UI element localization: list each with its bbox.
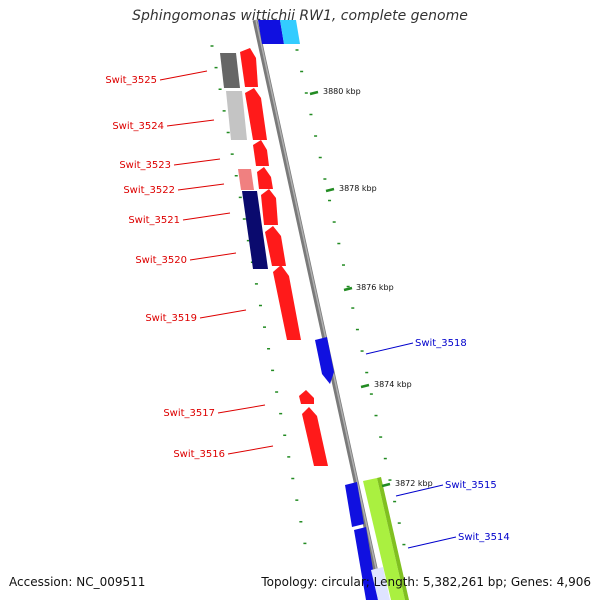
- scale-label-3878: 3878 kbp: [339, 184, 377, 193]
- left-leader-lines: [159, 70, 274, 455]
- scale-label-3880: 3880 kbp: [323, 87, 361, 96]
- gene-arrow-swit-3519[interactable]: [273, 265, 301, 340]
- gene-block-pale-blue: [371, 567, 390, 600]
- gene-arrow-swit-3522[interactable]: [257, 167, 273, 189]
- gene-top-cyan-block: [280, 20, 300, 44]
- gene-label-swit-3514[interactable]: Swit_3514: [458, 532, 510, 543]
- gene-arrow-swit-3524[interactable]: [245, 88, 267, 140]
- gene-top-blue-block: [258, 20, 284, 44]
- gene-label-swit-3521[interactable]: Swit_3521: [128, 215, 180, 226]
- gene-block-navy: [242, 191, 268, 269]
- gene-label-swit-3515[interactable]: Swit_3515: [445, 480, 497, 491]
- gene-arrow-swit-3518[interactable]: [315, 337, 334, 384]
- gene-label-swit-3522[interactable]: Swit_3522: [123, 185, 175, 196]
- gene-block-light-grey: [226, 91, 247, 140]
- genome-backbone: [252, 19, 385, 600]
- gene-block-dark-grey: [220, 53, 240, 88]
- gene-block-lime: [363, 478, 405, 600]
- scale-dotted-track: [295, 49, 406, 546]
- map-title: Sphingomonas wittichii RW1, complete gen…: [132, 8, 468, 24]
- accession-text: Accession: NC_009511: [9, 575, 146, 589]
- gene-arrow-swit-3521[interactable]: [261, 189, 278, 225]
- gene-label-swit-3519[interactable]: Swit_3519: [145, 313, 197, 324]
- gene-label-swit-3524[interactable]: Swit_3524: [112, 121, 164, 132]
- gene-arrow-swit-3523[interactable]: [253, 140, 269, 166]
- gene-arrow-swit-3514[interactable]: [354, 527, 378, 600]
- gene-arrow-swit-3520[interactable]: [265, 226, 286, 266]
- scale-major-ticks: [309, 90, 391, 488]
- scale-label-3872: 3872 kbp: [395, 479, 433, 488]
- gene-block-pink: [238, 169, 254, 190]
- right-leader-lines: [365, 342, 457, 549]
- genome-summary-text: Topology: circular; Length: 5,382,261 bp…: [261, 575, 591, 589]
- gene-label-swit-3518[interactable]: Swit_3518: [415, 338, 467, 349]
- gene-label-swit-3523[interactable]: Swit_3523: [119, 160, 171, 171]
- scale-label-3874: 3874 kbp: [374, 380, 412, 389]
- gene-label-swit-3516[interactable]: Swit_3516: [173, 449, 225, 460]
- gene-arrow-swit-3516[interactable]: [302, 407, 328, 466]
- gene-label-swit-3517[interactable]: Swit_3517: [163, 408, 215, 419]
- gene-block-lime-edge: [377, 477, 409, 600]
- gene-arrow-swit-3515[interactable]: [345, 482, 364, 527]
- gene-label-swit-3520[interactable]: Swit_3520: [135, 255, 187, 266]
- gene-label-swit-3525[interactable]: Swit_3525: [105, 75, 157, 86]
- gene-arrow-swit-3517[interactable]: [299, 390, 314, 404]
- gene-arrow-swit-3525[interactable]: [240, 48, 258, 87]
- scale-label-3876: 3876 kbp: [356, 283, 394, 292]
